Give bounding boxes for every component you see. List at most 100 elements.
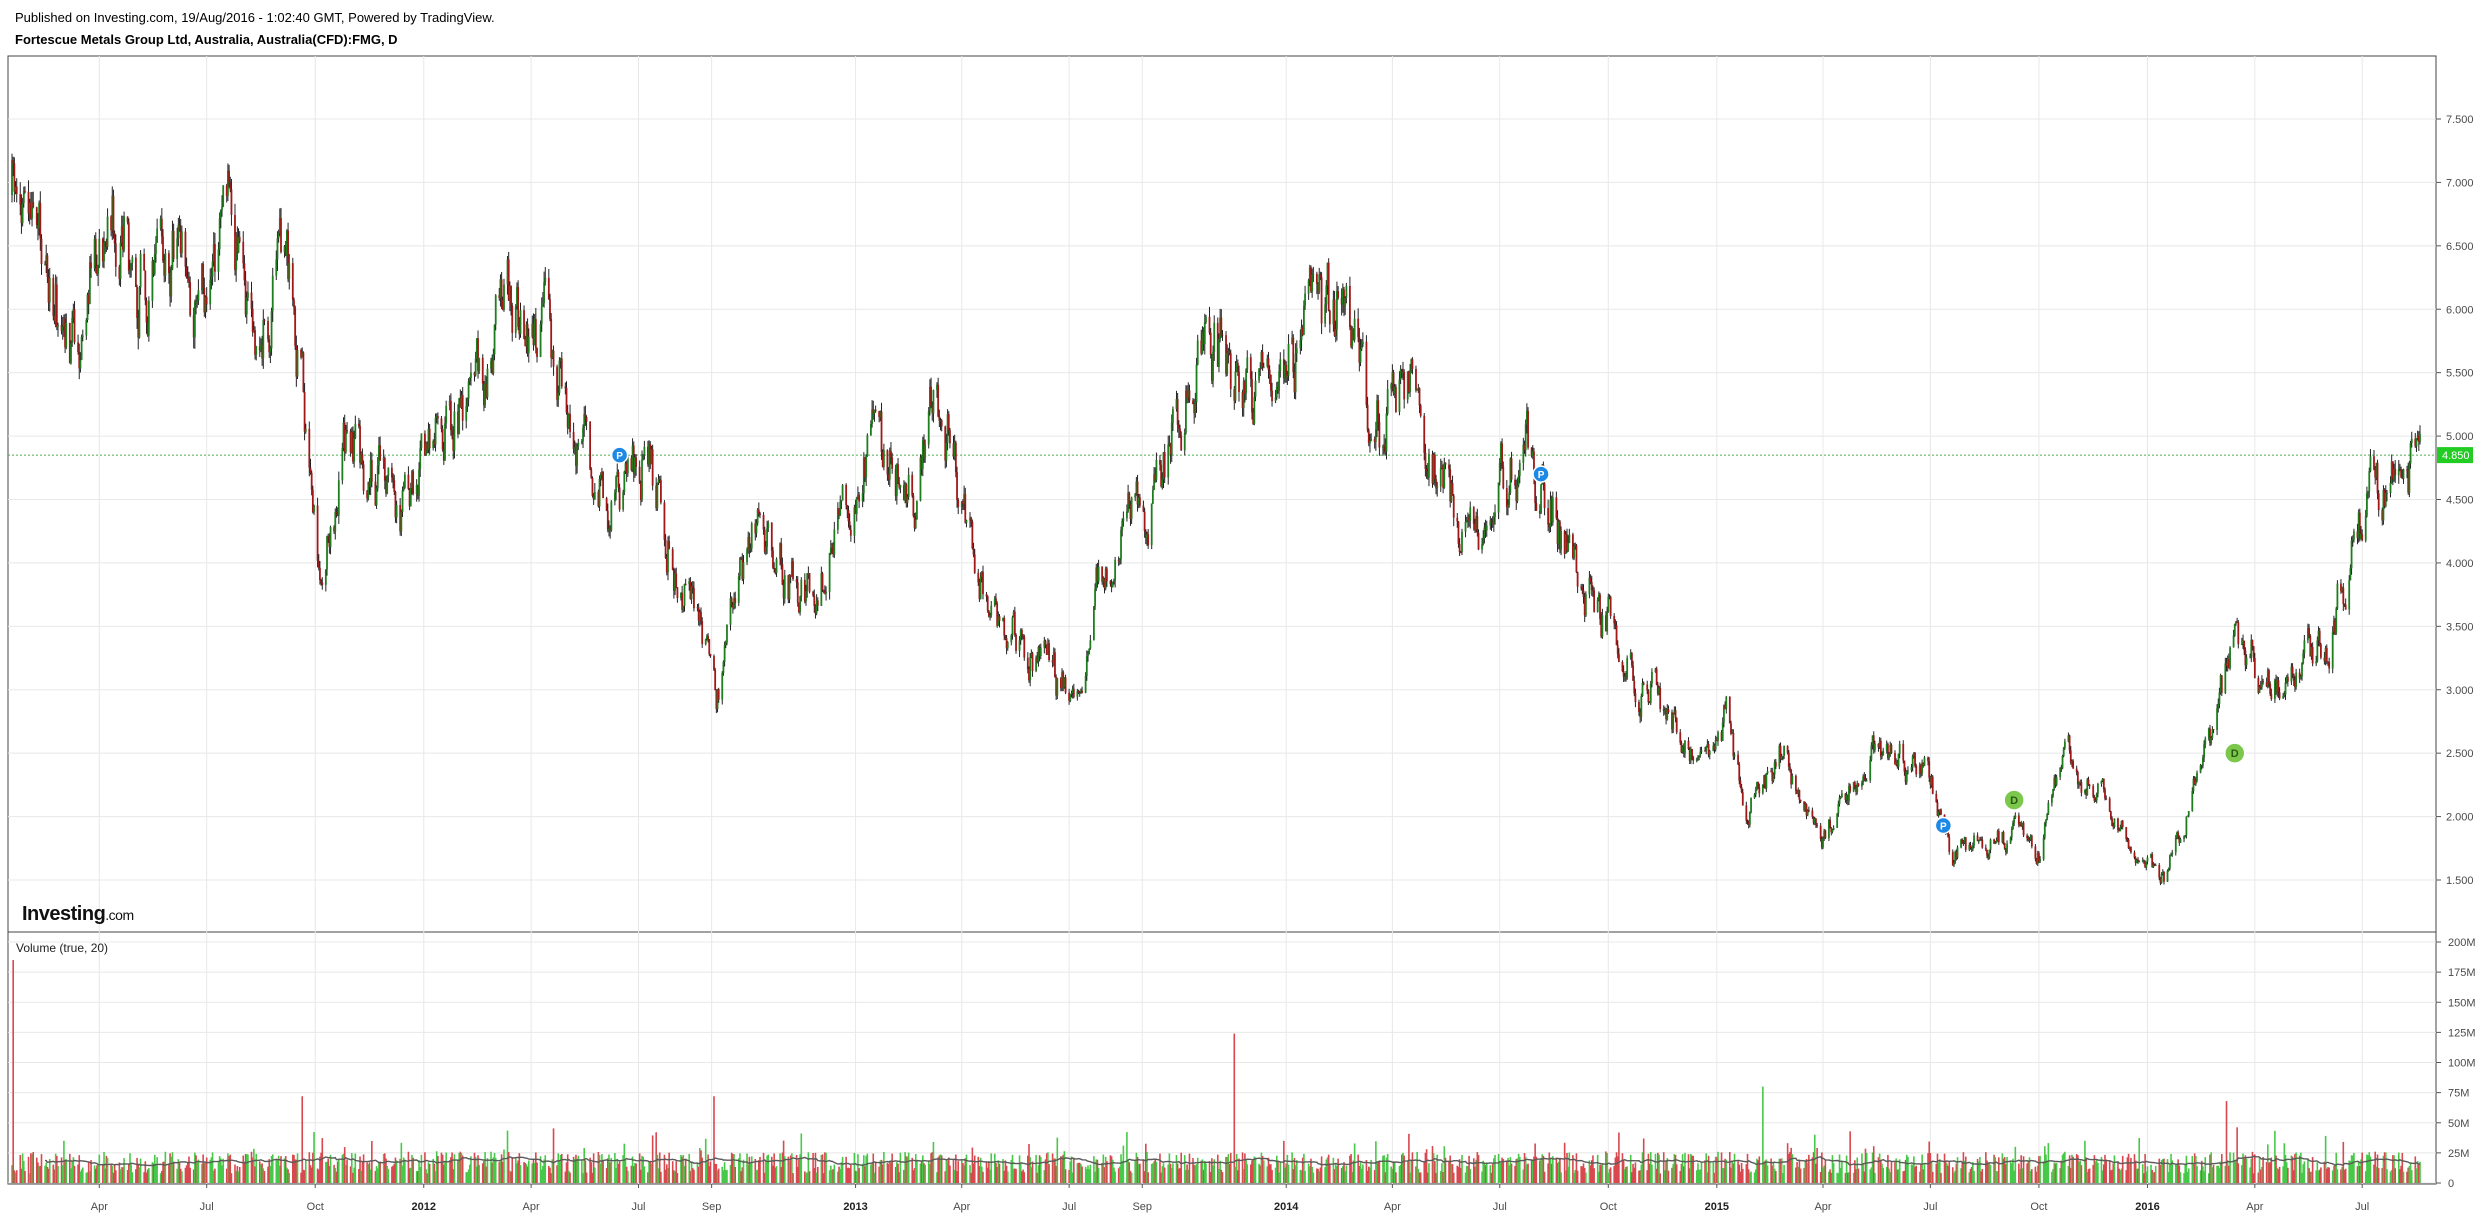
volume-bar	[1590, 1160, 1593, 1183]
candle-body	[733, 598, 735, 608]
volume-bar	[1318, 1171, 1321, 1183]
candle-body	[1882, 750, 1885, 756]
volume-bar	[144, 1161, 147, 1183]
volume-bar	[564, 1171, 567, 1183]
volume-bar	[1890, 1162, 1893, 1183]
candle-body	[143, 253, 146, 271]
candle-body	[763, 529, 766, 552]
candle-body	[159, 218, 162, 229]
volume-bar	[1543, 1171, 1546, 1183]
candle-body	[473, 372, 476, 376]
candle-body	[1367, 430, 1370, 444]
volume-bar	[77, 1164, 79, 1183]
volume-bar	[2195, 1156, 2197, 1183]
volume-bar	[931, 1152, 934, 1183]
candle-body	[717, 689, 720, 700]
candle-body	[682, 605, 685, 610]
candle-body	[2128, 846, 2131, 849]
candle-body	[1745, 805, 1748, 821]
candle-body	[1176, 399, 1179, 425]
candle-body	[617, 472, 620, 488]
volume-bar	[2060, 1160, 2063, 1183]
volume-tick-label: 25M	[2448, 1148, 2469, 1160]
candle-body	[894, 468, 897, 496]
candle-body	[1377, 400, 1380, 422]
candle-body	[2331, 631, 2334, 669]
volume-bar	[2348, 1160, 2351, 1183]
volume-bar	[172, 1162, 175, 1183]
candle-body	[29, 202, 32, 219]
volume-bar	[176, 1168, 178, 1183]
candle-body	[1035, 657, 1037, 672]
candle-body	[123, 216, 125, 250]
candle-body	[40, 238, 43, 265]
volume-bar	[1308, 1166, 1311, 1183]
candle-body	[1361, 341, 1364, 345]
candle-body	[1399, 369, 1402, 380]
volume-bar	[247, 1154, 249, 1183]
candle-body	[2368, 471, 2371, 492]
candle-body	[344, 430, 347, 453]
candle-body	[427, 428, 430, 450]
candle-body	[1089, 640, 1092, 649]
candle-body	[192, 315, 195, 338]
volume-bar	[1036, 1172, 1039, 1183]
candle-body	[1327, 262, 1330, 311]
candle-body	[693, 588, 695, 609]
volume-bar	[1905, 1154, 1908, 1183]
volume-bar	[1764, 1160, 1767, 1183]
volume-bar	[1378, 1160, 1381, 1183]
candle-body	[2408, 463, 2411, 493]
candle-body	[511, 305, 514, 333]
candle-body	[86, 294, 89, 321]
volume-bar	[1857, 1168, 1860, 1183]
candle-body	[857, 495, 859, 498]
candle-body	[2010, 829, 2013, 838]
volume-bar	[329, 1154, 332, 1183]
candle-body	[1052, 652, 1055, 663]
candle-body	[540, 306, 543, 325]
volume-bar	[1121, 1160, 1124, 1183]
volume-bar	[657, 1168, 660, 1183]
volume-bar	[907, 1152, 910, 1183]
candle-body	[1170, 422, 1173, 455]
candle-body	[2393, 468, 2395, 480]
volume-bar	[599, 1163, 602, 1183]
volume-bar	[2184, 1163, 2187, 1183]
volume-bar	[1852, 1172, 1855, 1183]
candle-body	[2211, 729, 2214, 738]
volume-bar	[170, 1156, 173, 1183]
candle-body	[853, 507, 856, 536]
candle-body	[1318, 274, 1321, 292]
volume-bar	[2284, 1154, 2287, 1183]
candle-body	[441, 428, 444, 450]
candle-body	[1220, 317, 1223, 335]
volume-bar	[359, 1156, 361, 1183]
candle-body	[2237, 622, 2240, 645]
volume-bar	[583, 1148, 586, 1183]
candle-body	[1012, 611, 1015, 618]
volume-bar	[126, 1170, 129, 1183]
candle-body	[663, 502, 666, 540]
candle-body	[622, 492, 625, 510]
candle-body	[858, 495, 861, 502]
candle-body	[1596, 599, 1599, 612]
candle-body	[1673, 710, 1676, 714]
volume-bar	[1616, 1156, 1619, 1183]
volume-bar	[1848, 1172, 1850, 1183]
candle-body	[451, 430, 453, 436]
candle-body	[2258, 686, 2261, 693]
candle-body	[1838, 797, 1841, 804]
candle-body	[1514, 479, 1516, 486]
volume-bar	[338, 1159, 340, 1183]
volume-bar	[349, 1166, 352, 1183]
volume-bar	[1803, 1168, 1805, 1183]
volume-bar	[1723, 1168, 1725, 1183]
candle-body	[225, 185, 228, 196]
volume-bar	[221, 1165, 223, 1183]
volume-bar	[1023, 1172, 1026, 1183]
candle-body	[1605, 615, 1607, 632]
volume-bar	[1585, 1172, 1587, 1183]
volume-bar	[1943, 1153, 1946, 1183]
